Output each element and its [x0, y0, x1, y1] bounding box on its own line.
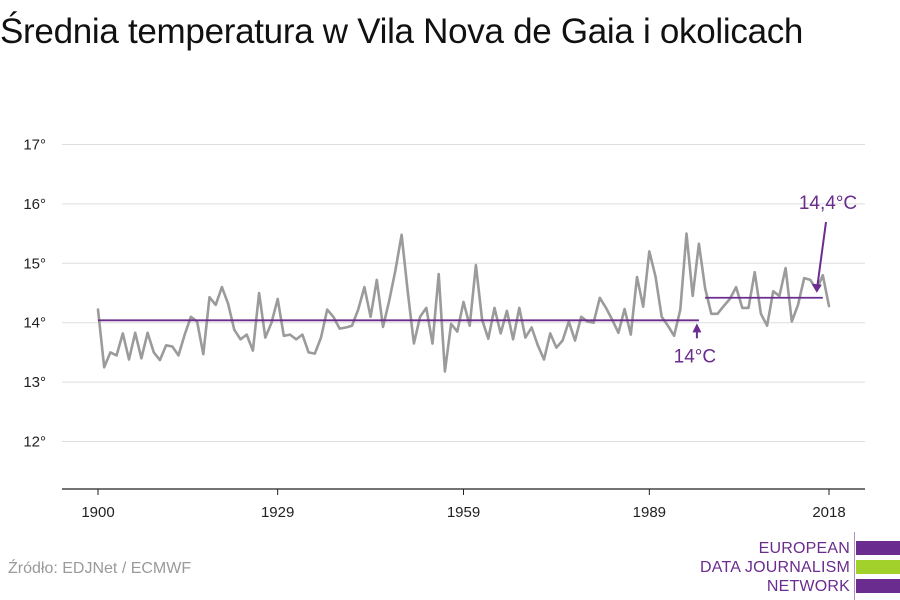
x-axis: 1900 1929 1959 1989 2018: [62, 488, 865, 521]
chart-title: Średnia temperatura w Vila Nova de Gaia …: [0, 12, 804, 51]
annotation-arrow-shaft-1: [816, 221, 827, 286]
series: [96, 232, 831, 373]
y-tick-label-16: 16°: [23, 196, 46, 213]
annotation-label-1: 14,4°C: [799, 193, 857, 214]
y-tick-label-12: 12°: [23, 434, 46, 451]
logo-bar-purple-top: [856, 541, 900, 555]
x-tick-label-1929: 1929: [261, 504, 294, 521]
logo-line-2: DATA JOURNALISM: [700, 559, 850, 576]
logo-bar-green: [856, 560, 900, 574]
y-axis-ticks: 12° 13° 14° 15° 16° 17°: [23, 137, 46, 451]
y-tick-label-14: 14°: [23, 315, 46, 332]
x-tick-label-1959: 1959: [447, 504, 480, 521]
y-tick-label-13: 13°: [23, 374, 46, 391]
logo-rule: [854, 532, 855, 600]
logo-bar-purple-bottom: [856, 579, 900, 593]
annotation-arrow-head-0: [692, 323, 702, 333]
logo-line-1: EUROPEAN: [758, 540, 850, 557]
logo-line-3: NETWORK: [766, 578, 850, 595]
annotation-label-0: 14°C: [674, 346, 716, 367]
annotation-arrow-head-1: [811, 283, 822, 293]
series-line-0: [96, 232, 831, 373]
x-tick-label-1989: 1989: [633, 504, 666, 521]
reference-lines: [98, 296, 823, 322]
x-tick-label-2018: 2018: [812, 504, 845, 521]
source-note: Źródło: EDJNet / ECMWF: [8, 560, 192, 577]
y-tick-label-17: 17°: [23, 137, 46, 154]
edjnet-logo: EUROPEAN DATA JOURNALISM NETWORK: [700, 532, 900, 600]
annotations: 14°C 14,4°C: [674, 193, 857, 367]
x-tick-label-1900: 1900: [81, 504, 114, 521]
y-tick-label-15: 15°: [23, 255, 46, 272]
grid: [62, 144, 865, 442]
